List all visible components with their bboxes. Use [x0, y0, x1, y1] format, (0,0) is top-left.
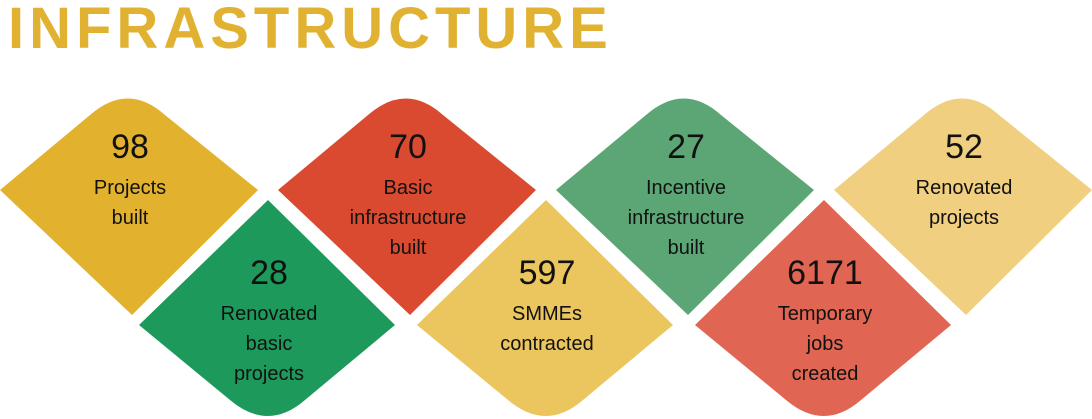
shape-incentive-infrastructure [556, 98, 814, 315]
stat-value: 98 [111, 128, 149, 166]
stat-renovated-projects: 52 Renovated projects [834, 127, 1092, 233]
page-title: INFRASTRUCTURE [8, 0, 613, 61]
stat-projects-built: 98 Projects built [0, 127, 260, 233]
stat-label: Temporary jobs created [777, 303, 873, 385]
stat-value: 28 [250, 254, 288, 292]
shape-temporary-jobs [695, 200, 951, 416]
stat-value: 70 [389, 128, 427, 166]
stat-renovated-basic: 28 Renovated basic projects [139, 253, 399, 389]
stat-temporary-jobs: 6171 Temporary jobs created [695, 253, 955, 389]
stat-value: 27 [667, 128, 705, 166]
stat-smmes: 597 SMMEs contracted [417, 253, 677, 359]
stat-label: SMMEs contracted [500, 303, 594, 355]
stat-value: 52 [945, 128, 983, 166]
stat-value: 6171 [787, 254, 863, 292]
shape-renovated-basic [139, 200, 395, 416]
stat-label: Incentive infrastructure built [627, 177, 745, 259]
shape-renovated-projects [834, 98, 1092, 315]
stat-label: Projects built [93, 177, 167, 229]
shape-smmes [417, 200, 673, 416]
stat-label: Renovated projects [915, 177, 1013, 229]
shape-basic-infrastructure [278, 98, 536, 315]
stat-label: Basic infrastructure built [349, 177, 467, 259]
stat-incentive-infrastructure: 27 Incentive infrastructure built [556, 127, 816, 263]
stat-value: 597 [518, 254, 576, 292]
shape-projects-built [0, 98, 258, 315]
stat-label: Renovated basic projects [220, 303, 318, 385]
stat-basic-infrastructure: 70 Basic infrastructure built [278, 127, 538, 263]
